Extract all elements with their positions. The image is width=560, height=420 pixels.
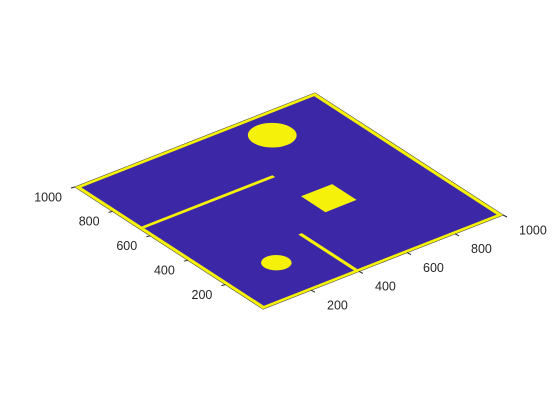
obstacle-wall-bottom	[298, 233, 361, 273]
x-tick-label: 200	[327, 298, 348, 312]
map-plane	[73, 92, 505, 310]
y-tick-label: 1000	[34, 190, 62, 204]
y-tick-mark	[146, 235, 151, 238]
x-tick-label: 400	[375, 280, 396, 294]
x-tick-mark	[310, 289, 316, 293]
obstacle-border-left	[75, 185, 267, 309]
obstacle-circle-small	[261, 255, 292, 271]
y-tick-label: 200	[192, 288, 213, 302]
x-tick-label: 600	[423, 261, 444, 275]
x-tick-mark	[406, 252, 412, 256]
x-tick-mark	[502, 214, 508, 218]
obstacle-circle-large	[247, 122, 297, 148]
y-tick-mark	[183, 259, 188, 262]
y-tick-mark	[70, 186, 76, 189]
y-tick-label: 800	[79, 215, 100, 229]
obstacle-border-bottom	[260, 213, 503, 309]
y-tick-label: 400	[154, 263, 175, 277]
y-tick-mark	[221, 284, 226, 287]
x-tick-mark	[454, 233, 460, 237]
x-axis: 200 400 600 800 1000	[310, 214, 547, 312]
y-tick-label: 600	[116, 239, 137, 253]
obstacle-square	[301, 184, 357, 213]
y-axis: 200 400 600 800 1000	[34, 186, 226, 302]
y-tick-mark	[108, 210, 113, 213]
obstacle-wall-left	[141, 175, 276, 229]
x-tick-mark	[358, 270, 364, 274]
obstacle-border-right	[311, 93, 503, 217]
obstacle-border-top	[75, 93, 318, 189]
x-tick-label: 1000	[519, 223, 547, 237]
obstacle-layer	[75, 93, 503, 309]
x-tick-label: 800	[471, 242, 492, 256]
free-space-plane	[73, 92, 505, 310]
